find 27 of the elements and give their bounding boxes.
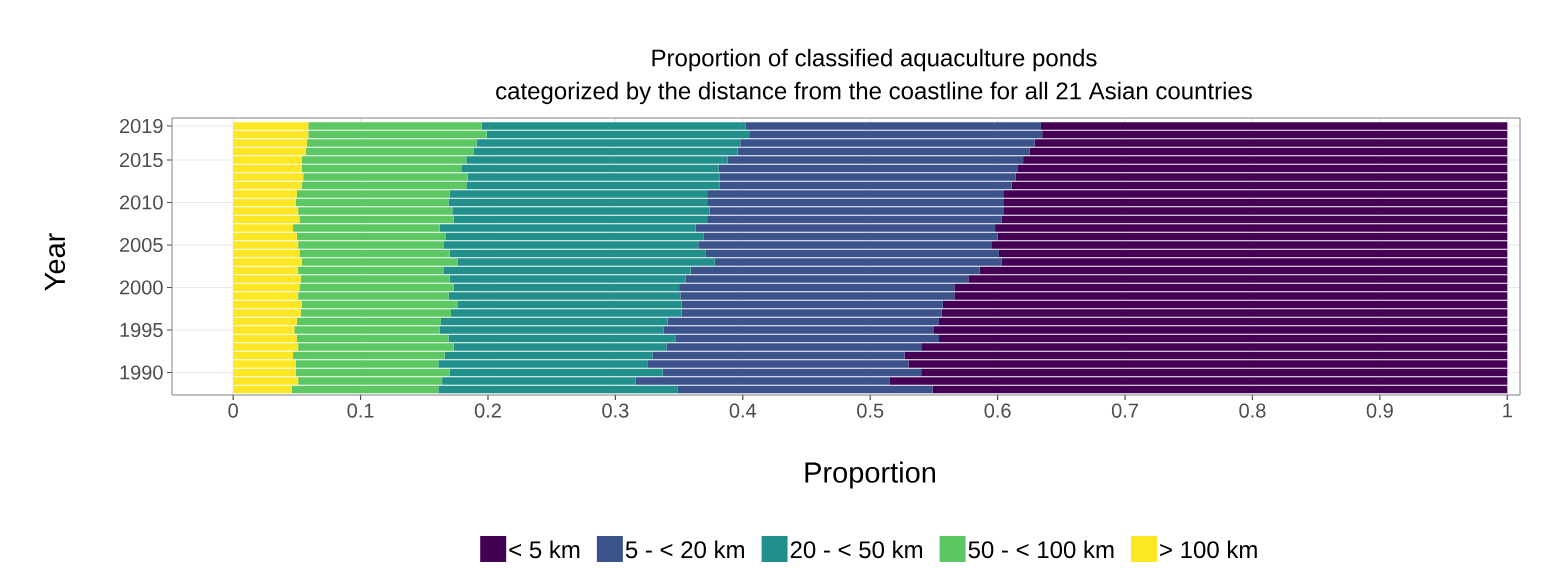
x-tick-label: 0.8 (1239, 403, 1266, 418)
y-tick-label: 2005 (119, 237, 163, 253)
legend-label: > 100 km (1160, 540, 1257, 559)
x-tick-label: 0.5 (857, 403, 884, 418)
y-tick-label: 1990 (120, 365, 163, 380)
x-tick-label: 0.2 (474, 403, 501, 418)
y-tick-label: 2000 (119, 280, 163, 295)
y-tick-label: 2019 (119, 118, 163, 134)
x-tick-label: 0.7 (1111, 403, 1138, 418)
y-tick-label: 1995 (120, 322, 163, 338)
legend-label: < 5 km (509, 540, 580, 559)
legend-label: 50 - < 100 km (968, 540, 1114, 559)
x-tick-label: 0 (228, 403, 238, 418)
x-tick-label: 0.6 (984, 403, 1011, 418)
x-tick-label: 0.9 (1366, 403, 1393, 418)
x-tick-label: 0.1 (347, 403, 374, 418)
x-axis-title: Proportion (805, 461, 936, 489)
legend-label: 20 - < 50 km (790, 540, 923, 559)
legend-label: 5 - < 20 km (625, 540, 744, 559)
chart-subtitle: categorized by the distance from the coastline for all 21 Asian countries (496, 81, 1252, 105)
x-tick-label: 0.4 (729, 403, 757, 418)
chart-title: Proportion of classified aquaculture ponds (652, 48, 1097, 72)
x-tick-label: 1 (1503, 403, 1512, 418)
y-tick-label: 2010 (119, 195, 163, 210)
y-axis-title: Year (44, 233, 66, 291)
x-tick-label: 0.3 (602, 403, 629, 418)
y-tick-label: 2015 (119, 152, 163, 168)
